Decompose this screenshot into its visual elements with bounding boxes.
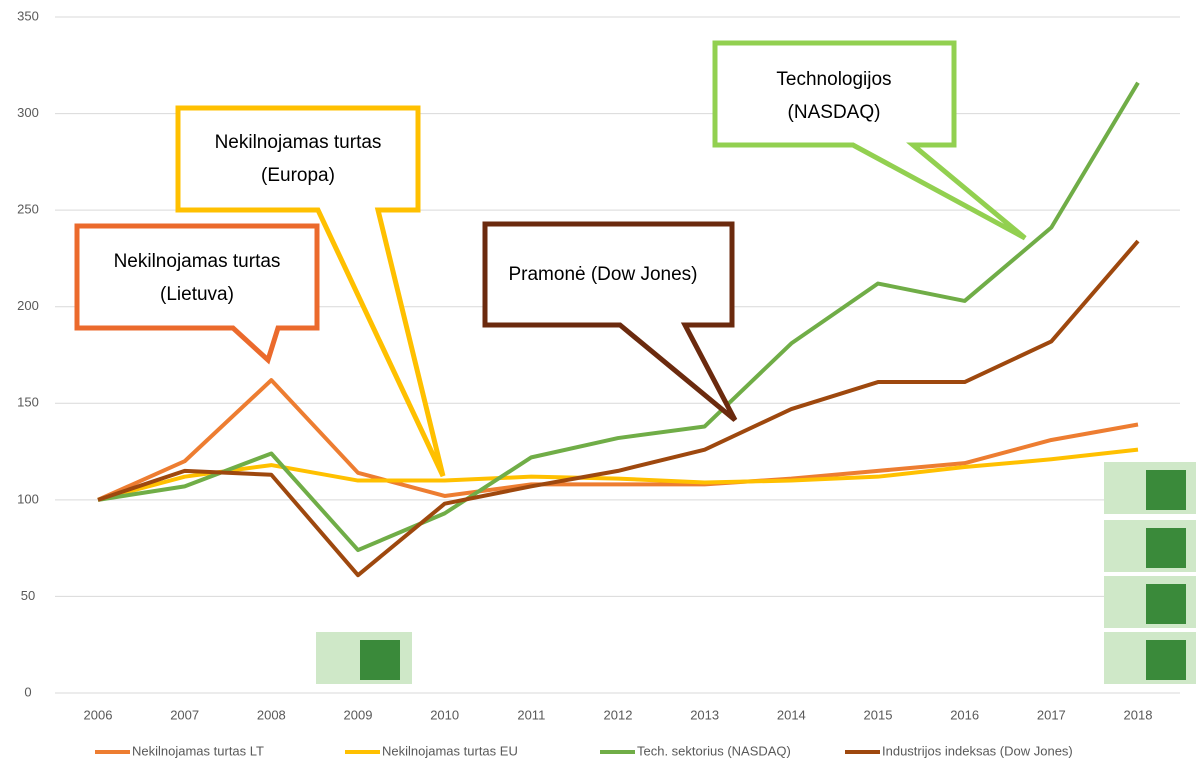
- y-tick-label: 250: [17, 202, 39, 217]
- x-tick-label: 2016: [950, 707, 979, 722]
- legend-label: Tech. sektorius (NASDAQ): [637, 743, 791, 758]
- callout: [712, 40, 1027, 241]
- callout-text: (NASDAQ): [788, 102, 881, 123]
- data-line: [97, 447, 1139, 502]
- banknote: [316, 632, 412, 684]
- y-tick-label: 200: [17, 298, 39, 313]
- y-tick-label: 300: [17, 105, 39, 120]
- callout: [482, 221, 738, 422]
- x-tick-label: 2012: [604, 707, 633, 722]
- data-line: [97, 239, 1140, 578]
- x-tick-label: 2014: [777, 707, 806, 722]
- callout: [175, 105, 446, 478]
- x-tick-label: 2010: [430, 707, 459, 722]
- y-tick-label: 100: [17, 491, 39, 506]
- x-tick-label: 2007: [170, 707, 199, 722]
- callout-text: Pramonė (Dow Jones): [508, 264, 697, 285]
- banknote: [1104, 632, 1196, 684]
- callout-text: (Lietuva): [160, 284, 234, 305]
- callout-text: (Europa): [261, 165, 335, 186]
- y-tick-label: 0: [24, 684, 31, 699]
- x-tick-label: 2008: [257, 707, 286, 722]
- x-tick-label: 2009: [344, 707, 373, 722]
- x-tick-label: 2013: [690, 707, 719, 722]
- x-tick-label: 2018: [1124, 707, 1153, 722]
- x-tick-label: 2006: [84, 707, 113, 722]
- callout: [74, 223, 320, 365]
- banknote: [1104, 462, 1196, 514]
- x-tick-label: 2015: [864, 707, 893, 722]
- legend-label: Nekilnojamas turtas EU: [382, 743, 518, 758]
- y-tick-label: 150: [17, 395, 39, 410]
- callout-text: Nekilnojamas turtas: [114, 251, 281, 272]
- x-tick-label: 2017: [1037, 707, 1066, 722]
- callout-text: Technologijos: [776, 69, 891, 90]
- banknote: [1104, 520, 1196, 572]
- legend-label: Nekilnojamas turtas LT: [132, 743, 264, 758]
- data-line: [97, 81, 1140, 553]
- y-tick-label: 350: [17, 8, 39, 23]
- legend-label: Industrijos indeksas (Dow Jones): [882, 743, 1073, 758]
- banknote: [1104, 576, 1196, 628]
- callout-text: Nekilnojamas turtas: [215, 132, 382, 153]
- banknotes: [316, 462, 1196, 684]
- data-line: [97, 378, 1139, 502]
- x-tick-label: 2011: [517, 707, 545, 722]
- y-tick-label: 50: [21, 588, 35, 603]
